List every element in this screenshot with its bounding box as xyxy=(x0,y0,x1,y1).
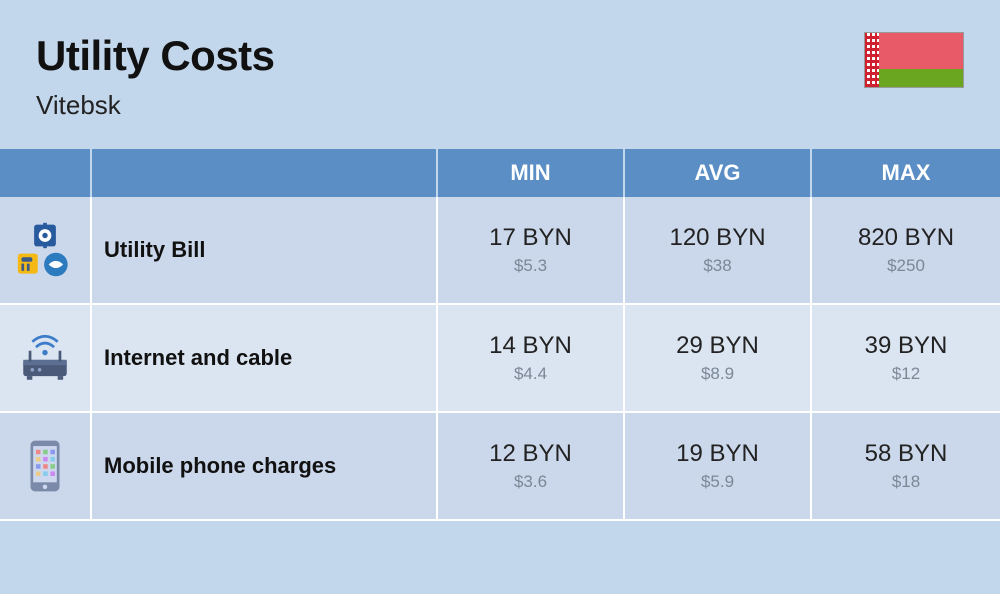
table-row: Internet and cable 14 BYN $4.4 29 BYN $8… xyxy=(0,305,1000,413)
value-secondary: $38 xyxy=(703,256,731,276)
table-header-avg: AVG xyxy=(625,149,812,197)
cell-min: 17 BYN $5.3 xyxy=(438,197,625,305)
page-title: Utility Costs xyxy=(36,32,275,80)
row-label: Internet and cable xyxy=(92,305,438,413)
value-primary: 14 BYN xyxy=(489,332,572,360)
cell-max: 58 BYN $18 xyxy=(812,413,1000,521)
row-label: Mobile phone charges xyxy=(92,413,438,521)
belarus-flag-icon xyxy=(864,32,964,88)
table-header-max: MAX xyxy=(812,149,1000,197)
value-primary: 19 BYN xyxy=(676,440,759,468)
table-header-label-col xyxy=(92,149,438,197)
table-row: Mobile phone charges 12 BYN $3.6 19 BYN … xyxy=(0,413,1000,521)
cell-max: 820 BYN $250 xyxy=(812,197,1000,305)
table-header-row: MIN AVG MAX xyxy=(0,149,1000,197)
row-icon-cell xyxy=(0,413,92,521)
value-secondary: $18 xyxy=(892,472,920,492)
costs-table: MIN AVG MAX xyxy=(0,149,1000,521)
cell-avg: 120 BYN $38 xyxy=(625,197,812,305)
phone-icon xyxy=(16,437,74,495)
value-secondary: $250 xyxy=(887,256,925,276)
row-icon-cell xyxy=(0,197,92,305)
value-secondary: $12 xyxy=(892,364,920,384)
cell-avg: 19 BYN $5.9 xyxy=(625,413,812,521)
value-secondary: $5.3 xyxy=(514,256,547,276)
cell-min: 14 BYN $4.4 xyxy=(438,305,625,413)
table-header-icon-col xyxy=(0,149,92,197)
value-primary: 820 BYN xyxy=(858,224,954,252)
table-row: Utility Bill 17 BYN $5.3 120 BYN $38 820… xyxy=(0,197,1000,305)
cell-min: 12 BYN $3.6 xyxy=(438,413,625,521)
value-secondary: $5.9 xyxy=(701,472,734,492)
value-secondary: $4.4 xyxy=(514,364,547,384)
table-body: Utility Bill 17 BYN $5.3 120 BYN $38 820… xyxy=(0,197,1000,521)
value-primary: 12 BYN xyxy=(489,440,572,468)
value-primary: 29 BYN xyxy=(676,332,759,360)
value-primary: 58 BYN xyxy=(865,440,948,468)
value-primary: 39 BYN xyxy=(865,332,948,360)
value-secondary: $8.9 xyxy=(701,364,734,384)
value-primary: 17 BYN xyxy=(489,224,572,252)
value-secondary: $3.6 xyxy=(514,472,547,492)
router-icon xyxy=(16,329,74,387)
header: Utility Costs Vitebsk xyxy=(0,0,1000,149)
row-label: Utility Bill xyxy=(92,197,438,305)
row-icon-cell xyxy=(0,305,92,413)
page-subtitle: Vitebsk xyxy=(36,90,275,121)
value-primary: 120 BYN xyxy=(669,224,765,252)
title-block: Utility Costs Vitebsk xyxy=(36,32,275,121)
utility-icon xyxy=(16,221,74,279)
cell-avg: 29 BYN $8.9 xyxy=(625,305,812,413)
table-header-min: MIN xyxy=(438,149,625,197)
cell-max: 39 BYN $12 xyxy=(812,305,1000,413)
